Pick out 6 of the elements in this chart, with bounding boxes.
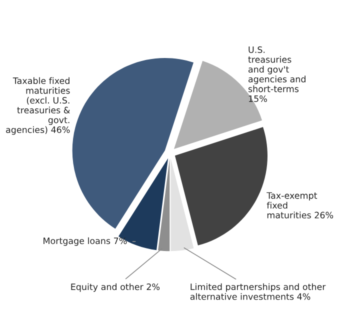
slice-label: Taxable fixed maturities (excl. U.S. treasuries & govt. agencies) 46% (6, 77, 70, 135)
slice-label: U.S. treasuries and gov't agencies and short-terms 15% (248, 46, 306, 102)
slice-label: Tax-exempt fixed maturities 26% (266, 192, 334, 218)
slice-label: Limited partnerships and other alternative investments 4% (190, 283, 326, 300)
slice-label: Equity and other 2% (71, 283, 160, 292)
slice-label: Mortgage loans 7% (44, 237, 127, 246)
